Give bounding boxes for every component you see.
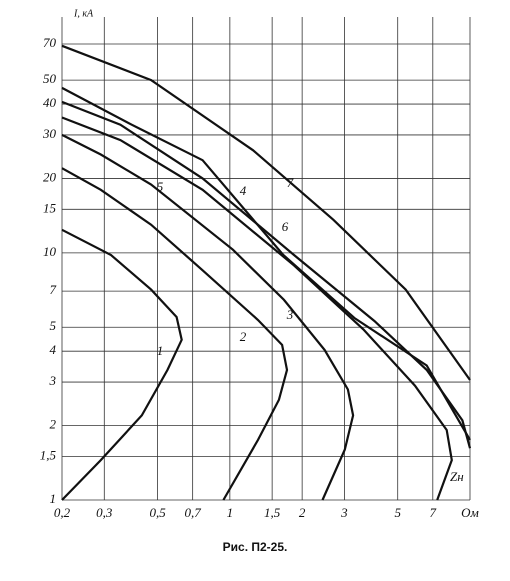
x-tick-label: 0,3	[96, 505, 113, 520]
x-tick-label: 7	[430, 505, 437, 520]
y-tick-label: 5	[50, 318, 57, 333]
y-tick-label: 30	[42, 126, 57, 141]
curve-label: 5	[157, 179, 164, 194]
x-tick-label: 2	[299, 505, 306, 520]
curve	[61, 133, 355, 501]
x-axis-label: Zн	[450, 469, 464, 484]
curve-label: 6	[282, 219, 289, 234]
y-tick-label: 40	[43, 95, 57, 110]
x-tick-label: Ом	[461, 505, 479, 520]
curve-label: 1	[157, 343, 164, 358]
y-tick-label: 4	[50, 342, 57, 357]
curve	[61, 100, 472, 449]
y-tick-label: 7	[50, 282, 57, 297]
x-tick-label: 1	[227, 505, 234, 520]
curve	[61, 116, 453, 501]
x-tick-label: 3	[340, 505, 348, 520]
y-tick-label: 1	[50, 491, 57, 506]
y-tick-label: 1,5	[40, 447, 57, 462]
chart-title: Рис. П2-25.	[223, 540, 288, 554]
x-tick-label: 0,5	[149, 505, 166, 520]
curve	[61, 44, 471, 381]
curve	[61, 228, 183, 501]
y-tick-label: 15	[43, 200, 57, 215]
curve-label: 4	[240, 183, 247, 198]
y-tick-label: 50	[43, 71, 57, 86]
y-tick-label: 3	[49, 373, 57, 388]
y-axis-label: I, кА	[73, 8, 94, 19]
curve-label: 3	[286, 307, 294, 322]
y-tick-label: 70	[43, 35, 57, 50]
y-tick-label: 10	[43, 244, 57, 259]
y-tick-label: 2	[50, 417, 57, 432]
x-tick-label: 0,7	[185, 505, 202, 520]
x-tick-label: 0,2	[54, 505, 71, 520]
x-tick-label: 5	[394, 505, 401, 520]
curve-label: 2	[240, 329, 247, 344]
x-tick-label: 1,5	[264, 505, 281, 520]
curve	[61, 86, 471, 441]
y-tick-label: 20	[43, 169, 57, 184]
curve-label: 7	[287, 175, 294, 190]
curve	[61, 167, 289, 501]
